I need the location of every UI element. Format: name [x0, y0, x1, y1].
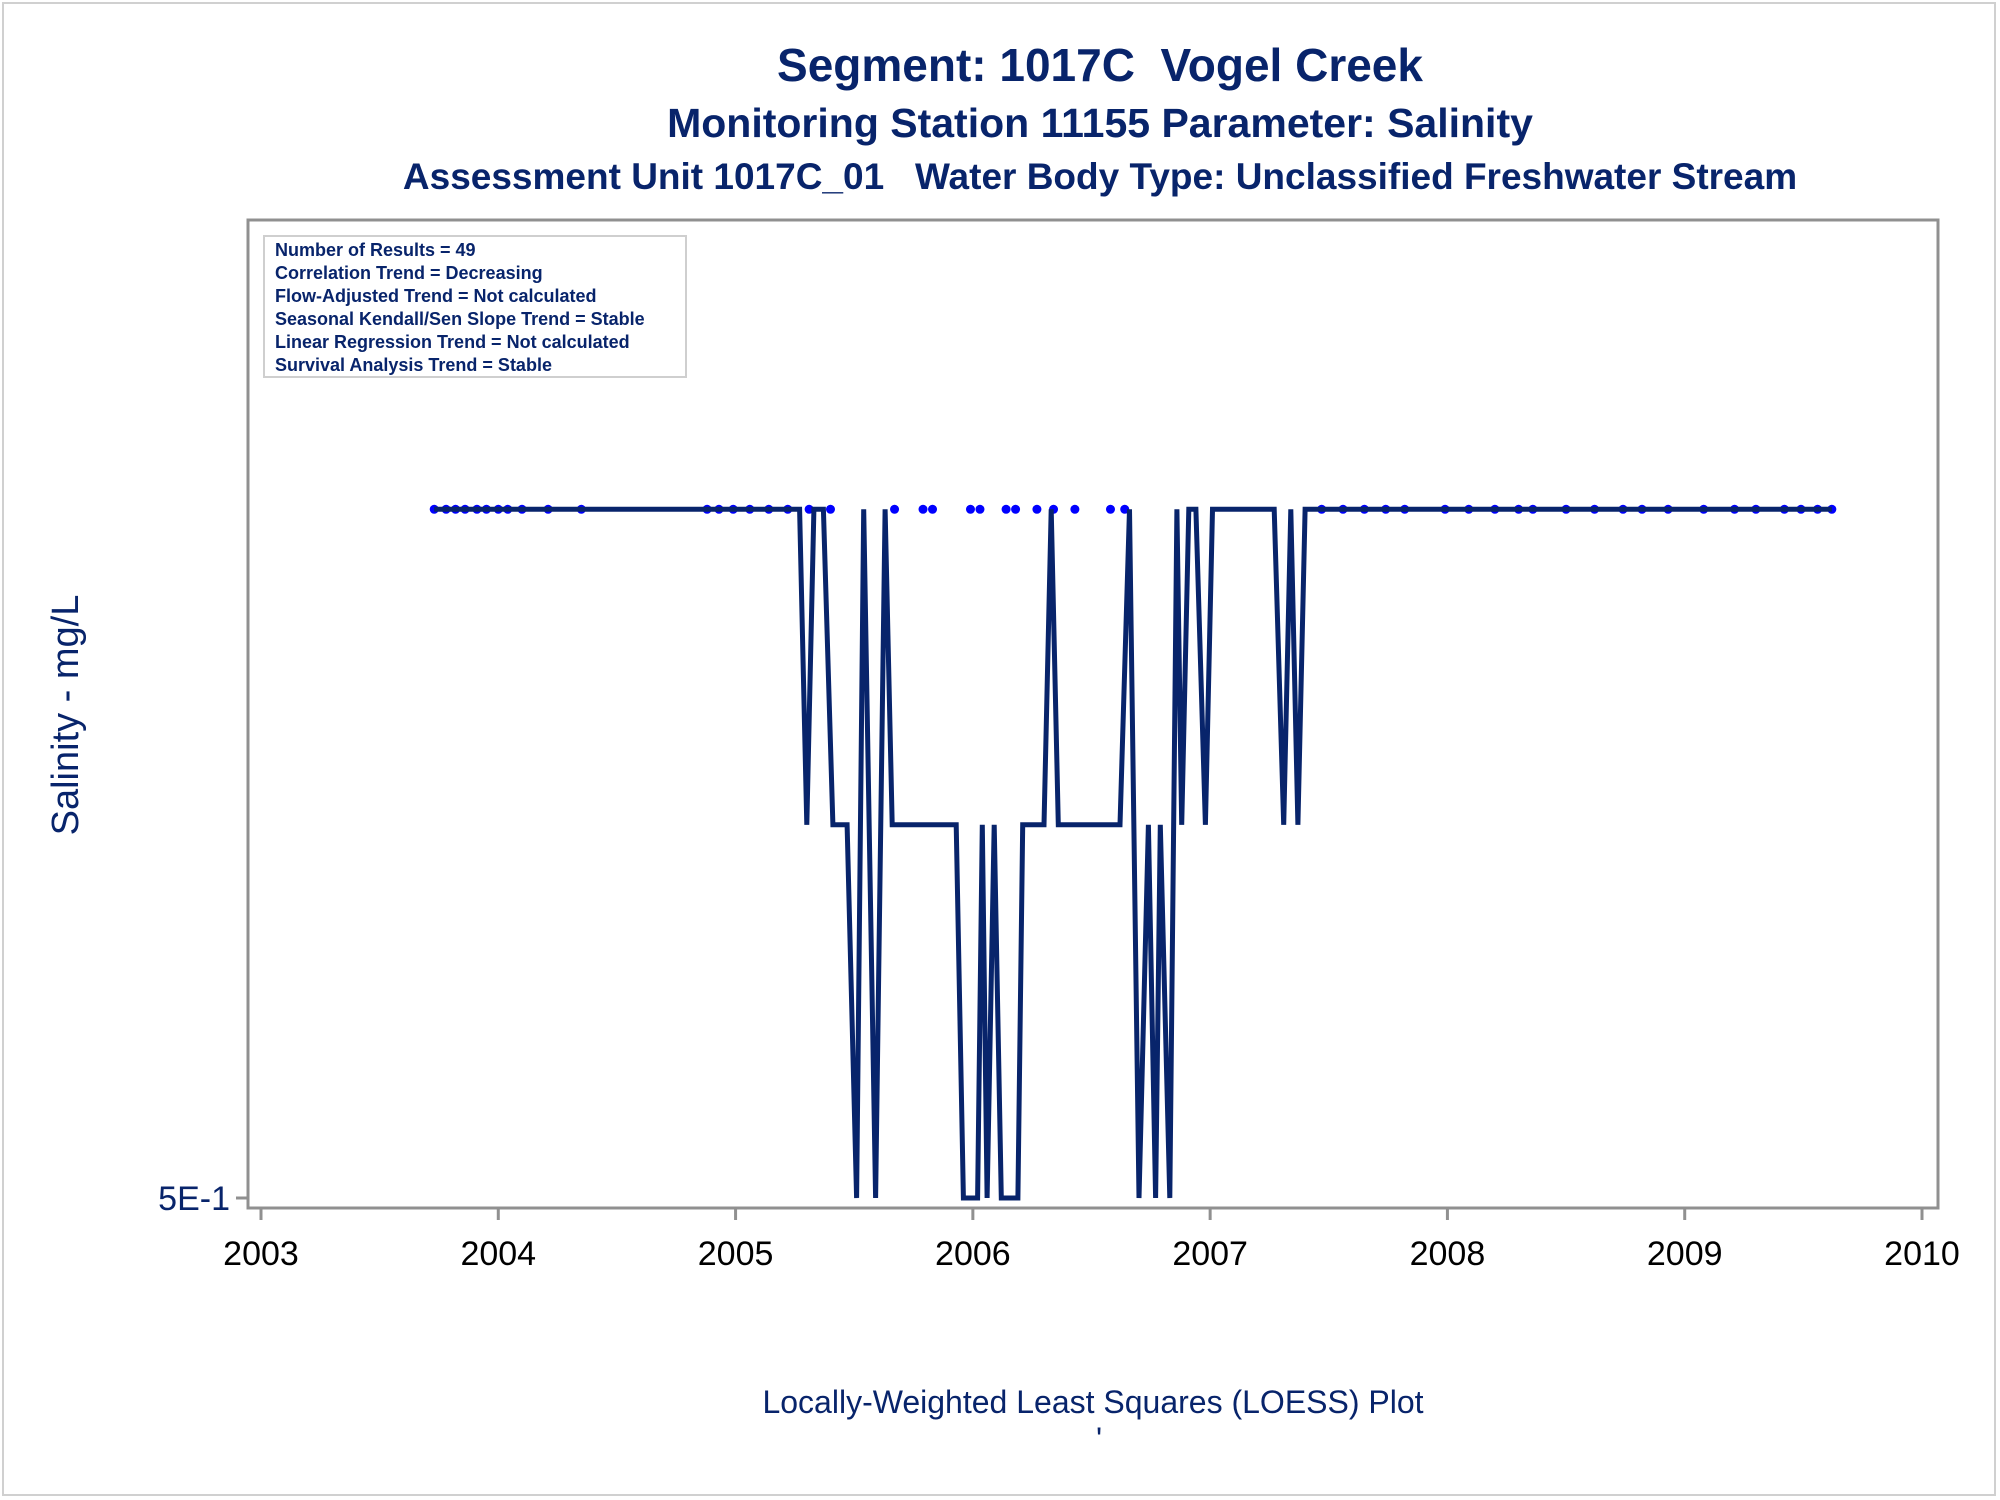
- y-axis: 5E-1: [158, 1180, 248, 1218]
- stat-flow-adjusted-trend: Flow-Adjusted Trend = Not calculated: [275, 286, 597, 306]
- data-point-20: [918, 504, 928, 514]
- loess-line: [434, 506, 1832, 1201]
- x-tick-label-2008: 2008: [1410, 1235, 1486, 1273]
- series-layer: [429, 504, 1837, 1201]
- footnote: ': [1096, 1421, 1102, 1457]
- plot-area: [246, 218, 1940, 1210]
- data-point-22: [965, 504, 975, 514]
- data-point-19: [890, 504, 900, 514]
- data-point-26: [1032, 504, 1042, 514]
- x-axis: 2003 2004 2005 2006 2007 2008 2009 2010: [223, 1208, 1960, 1273]
- x-tick-label-2005: 2005: [698, 1235, 774, 1273]
- x-axis-label: Locally-Weighted Least Squares (LOESS) P…: [762, 1384, 1423, 1420]
- stat-seasonal-kendall-trend: Seasonal Kendall/Sen Slope Trend = Stabl…: [275, 309, 645, 329]
- stat-correlation-trend: Correlation Trend = Decreasing: [275, 263, 543, 283]
- data-point-23: [975, 504, 985, 514]
- x-tick-label-2009: 2009: [1647, 1235, 1723, 1273]
- chart-title: Segment: 1017C Vogel Creek: [777, 39, 1423, 91]
- chart-subtitle: Monitoring Station 11155 Parameter: Sali…: [667, 100, 1533, 146]
- chart-subtitle-2: Assessment Unit 1017C_01 Water Body Type…: [402, 156, 1798, 197]
- y-tick-label-0: 5E-1: [158, 1180, 230, 1218]
- x-tick-label-2006: 2006: [935, 1235, 1011, 1273]
- data-point-29: [1105, 504, 1115, 514]
- stats-box-frame: [263, 235, 687, 378]
- x-tick-label-2007: 2007: [1172, 1235, 1248, 1273]
- y-axis-label: Salinity - mg/L: [45, 595, 87, 836]
- data-point-24: [1001, 504, 1011, 514]
- x-tick-label-2003: 2003: [223, 1235, 299, 1273]
- data-point-18: [825, 504, 835, 514]
- stat-number-of-results: Number of Results = 49: [275, 240, 476, 260]
- stat-survival-analysis-trend: Survival Analysis Trend = Stable: [275, 355, 552, 375]
- x-tick-label-2004: 2004: [460, 1235, 536, 1273]
- stat-linear-regression-trend: Linear Regression Trend = Not calculated: [275, 332, 630, 352]
- x-tick-label-2010: 2010: [1884, 1235, 1960, 1273]
- stats-box: Number of Results = 49 Correlation Trend…: [263, 235, 687, 378]
- data-point-28: [1070, 504, 1080, 514]
- data-point-25: [1011, 504, 1021, 514]
- data-point-21: [928, 504, 938, 514]
